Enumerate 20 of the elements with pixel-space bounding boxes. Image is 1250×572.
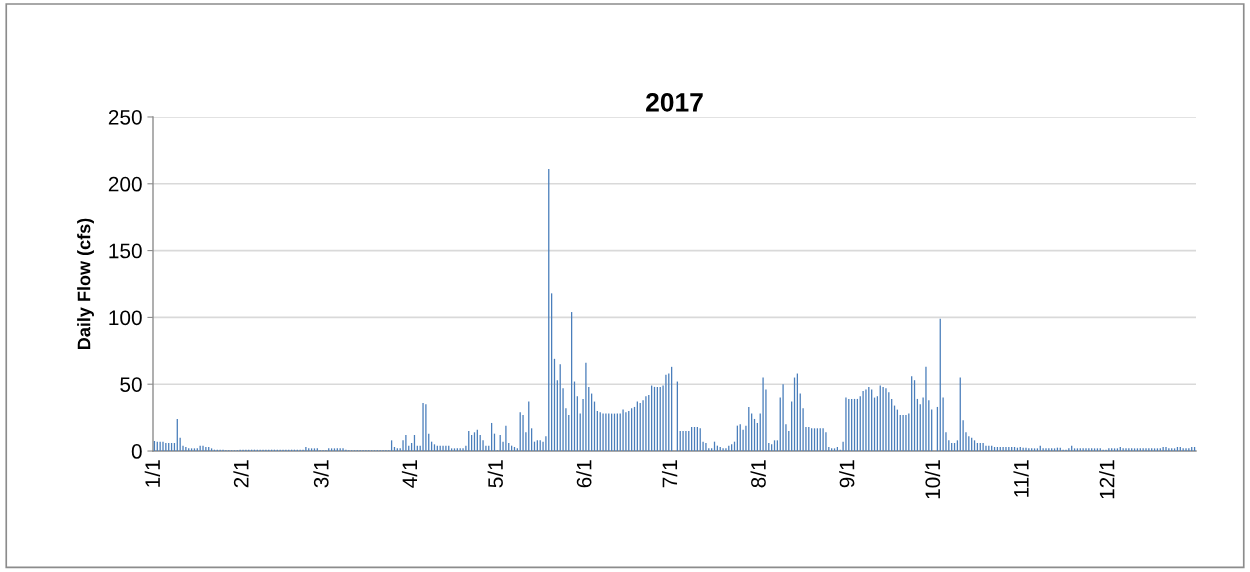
y-tick-label: 50 [120,377,142,392]
x-tick-label: 4/1 [401,460,418,488]
y-tick-label: 250 [108,109,142,125]
x-tick-label: 2/1 [233,460,249,488]
x-tick-label: 10/1 [924,460,941,499]
x-tick-label: 3/1 [313,460,329,488]
chart-title: 2017 [646,92,703,112]
y-tick-label: 150 [109,243,142,259]
x-tick-label: 1/1 [144,460,161,487]
x-tick-label: 9/1 [839,460,855,488]
x-tick-label: 5/1 [487,460,503,488]
y-tick-label: 100 [109,310,142,326]
y-tick-label: 0 [131,444,142,459]
x-tick-label: 8/1 [750,460,766,488]
x-tick-label: 12/1 [1099,460,1115,499]
x-tick-label: 6/1 [576,460,592,488]
x-tick-label: 7/1 [661,460,678,488]
x-tick-label: 11/1 [1013,460,1029,497]
y-tick-label: 200 [108,176,142,192]
y-axis-title: Daily Flow (cfs) [77,218,94,349]
